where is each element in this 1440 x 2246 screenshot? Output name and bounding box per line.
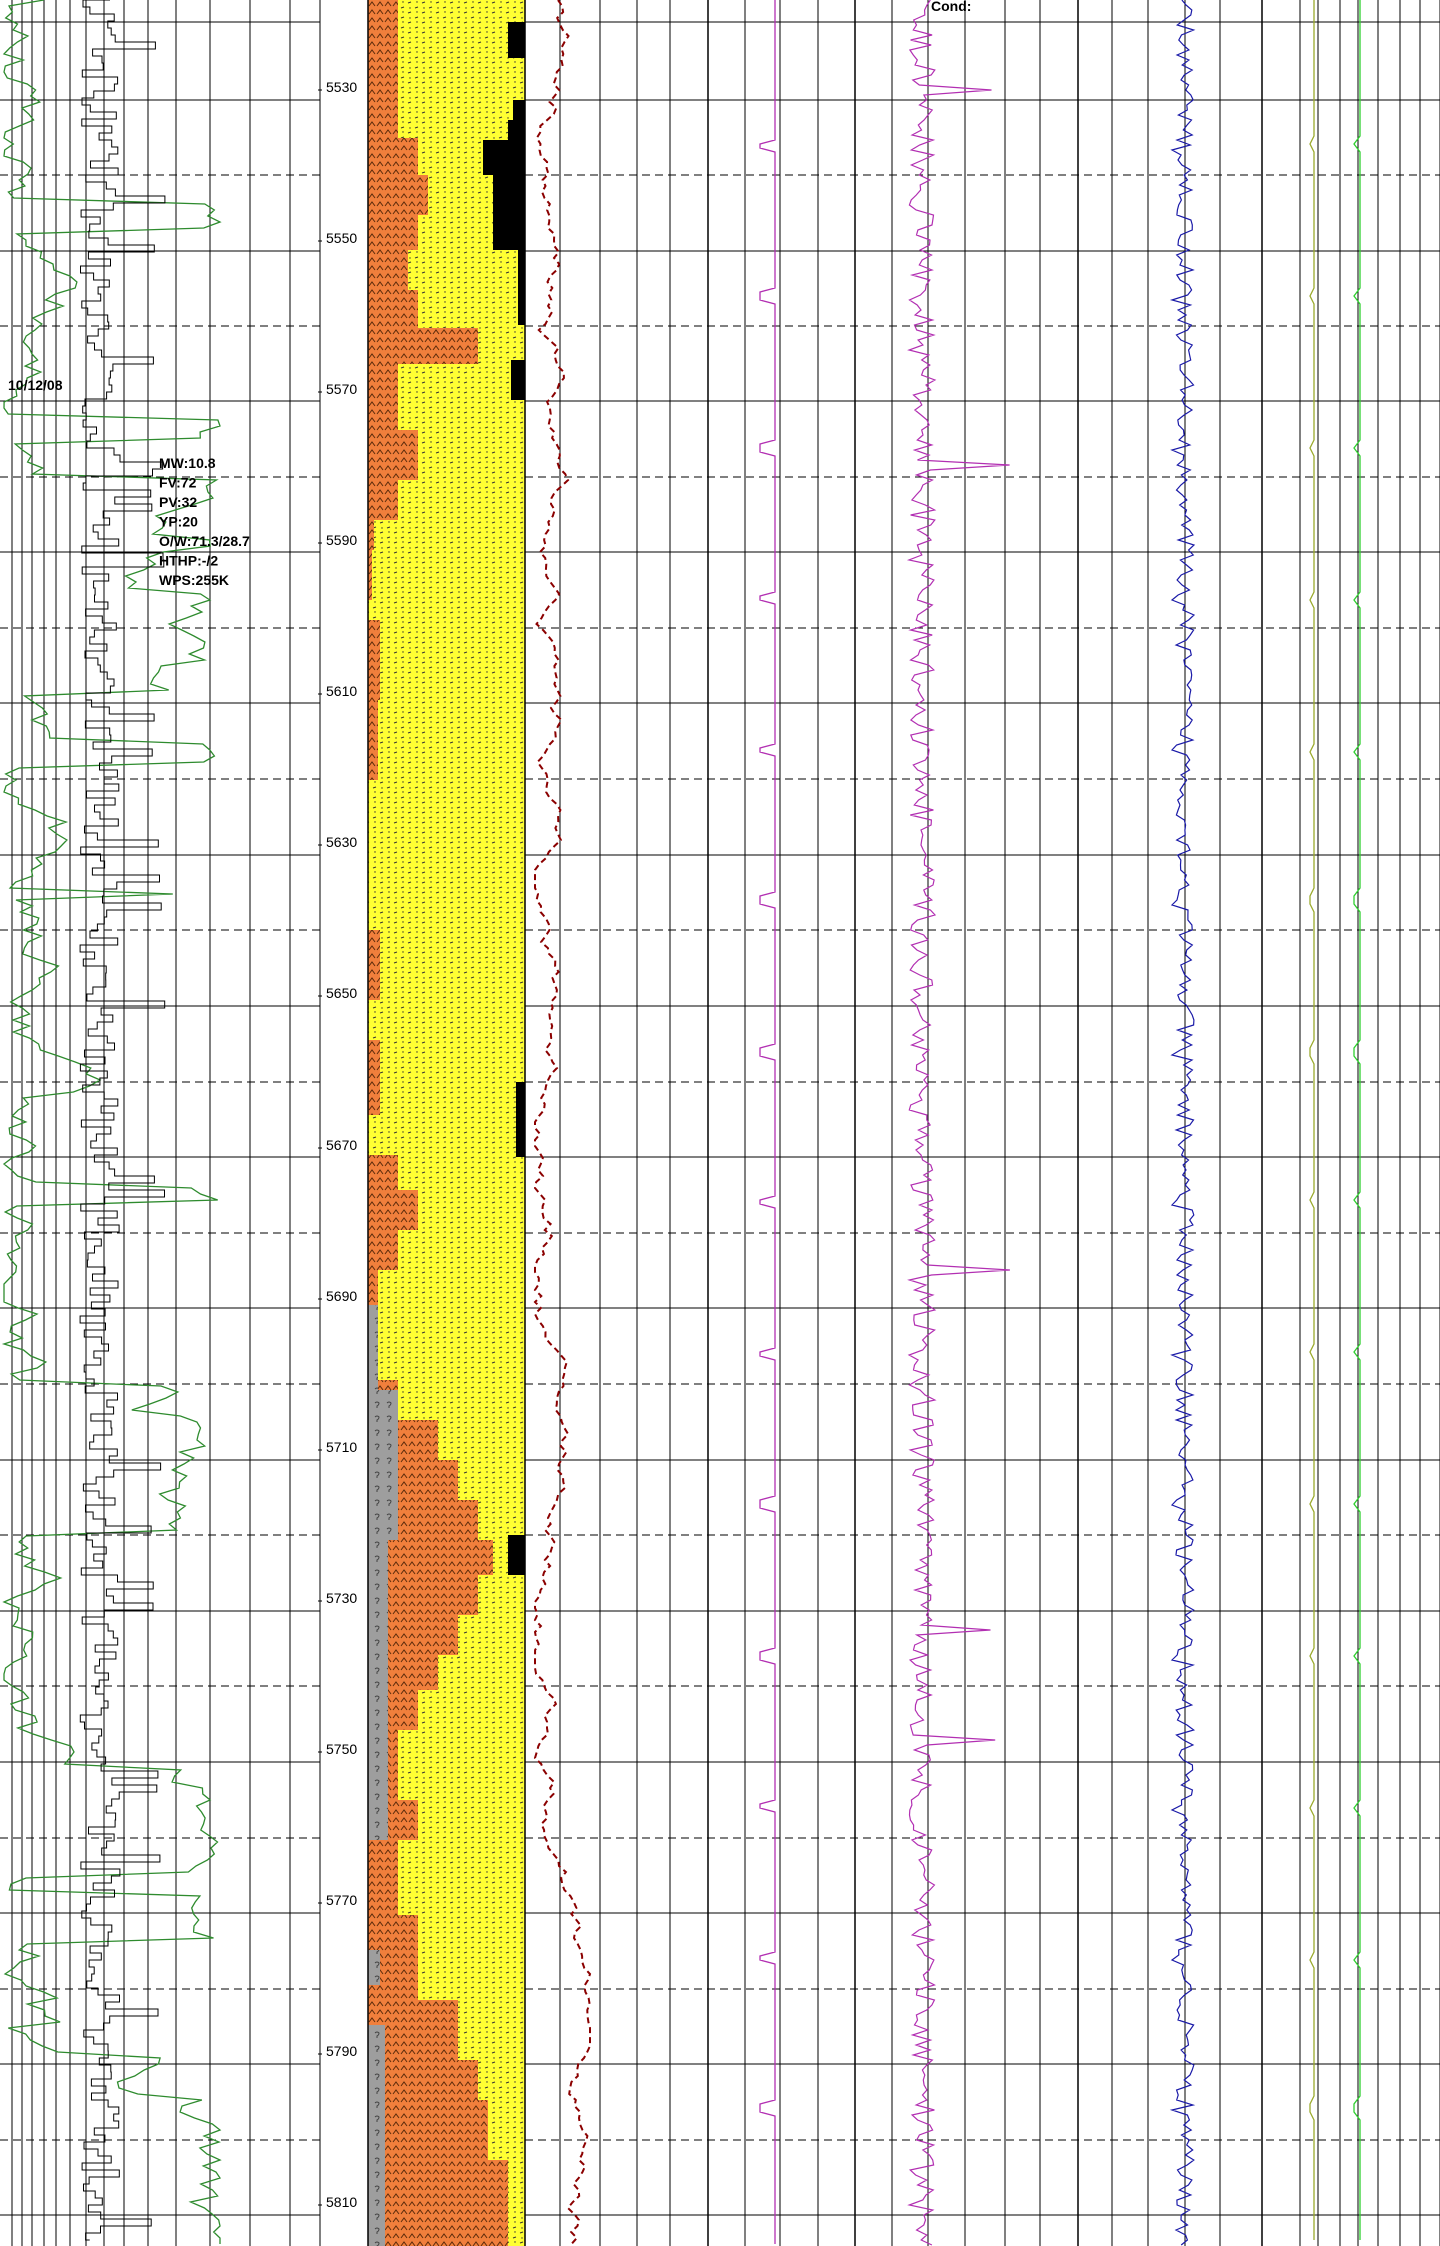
- shale-bed: [368, 930, 380, 1000]
- shale-bed: [368, 250, 408, 290]
- shale-bed: [368, 620, 380, 700]
- shale-bed: [368, 1840, 398, 1915]
- rop-curve: [79, 0, 166, 2241]
- shale-bed: [368, 480, 398, 520]
- coal-bed: [508, 1535, 525, 1575]
- shale-bed: [368, 1155, 398, 1190]
- coal-bed: [513, 140, 525, 175]
- mud-property-label: YP:20: [159, 514, 198, 530]
- shale-bed: [368, 430, 418, 480]
- depth-label: 5750: [326, 1741, 357, 1757]
- date-annotation: 10/12/08: [8, 377, 63, 393]
- shale-bed: [368, 2160, 508, 2246]
- shale-bed: [368, 700, 378, 780]
- lithology-column: [367, 0, 526, 2246]
- depth-label: 5770: [326, 1892, 357, 1908]
- depth-label: 5590: [326, 532, 357, 548]
- shale-bed: [368, 290, 418, 328]
- gamma-ray-curve: [1, 0, 222, 2244]
- coal-bed: [508, 22, 525, 58]
- shale-bed: [368, 400, 398, 430]
- depth-label: 5650: [326, 985, 357, 1001]
- coal-bed: [493, 210, 525, 250]
- mud-properties: MW:10.8 FV:72 PV:32 YP:20 O/W:71.3/28.7 HTHP:…: [159, 455, 250, 588]
- depth-label: 5730: [326, 1590, 357, 1606]
- shale-bed: [368, 550, 372, 600]
- coal-bed: [493, 175, 525, 210]
- depth-label: 5690: [326, 1288, 357, 1304]
- mud-property-label: O/W:71.3/28.7: [159, 533, 250, 549]
- depth-label: 5530: [326, 79, 357, 95]
- siltstone-bed: [368, 1540, 388, 1840]
- siltstone-bed: [368, 1390, 398, 1540]
- shale-bed: [368, 175, 428, 215]
- shale-bed: [368, 1540, 493, 1575]
- shale-bed: [368, 1040, 380, 1115]
- shale-bed: [368, 520, 374, 550]
- log-curves: [1, 0, 1361, 2246]
- mud-property-label: HTHP:-/2: [159, 553, 218, 569]
- magenta-noisy-curve: [906, 0, 1010, 2246]
- depth-label: 5810: [326, 2194, 357, 2210]
- shale-bed: [368, 1230, 398, 1270]
- mud-property-label: WPS:255K: [159, 572, 229, 588]
- shale-bed: [368, 0, 398, 100]
- depth-label: 5790: [326, 2043, 357, 2059]
- shale-bed: [368, 100, 398, 138]
- mud-property-label: PV:32: [159, 494, 197, 510]
- mud-property-label: MW:10.8: [159, 455, 216, 471]
- shale-bed: [368, 1270, 378, 1310]
- coal-bed: [508, 120, 525, 140]
- shale-bed: [368, 328, 478, 364]
- coal-bed: [516, 1082, 525, 1157]
- depth-label: 5570: [326, 381, 357, 397]
- coal-bed: [511, 360, 525, 400]
- depth-label: 5630: [326, 834, 357, 850]
- shale-bed: [368, 2060, 478, 2100]
- siltstone-bed: [368, 1950, 380, 1985]
- depth-label: 5670: [326, 1137, 357, 1153]
- depth-label: 5610: [326, 683, 357, 699]
- mud-property-label: FV:72: [159, 475, 197, 491]
- cond-label: Cond:: [931, 0, 971, 14]
- shale-bed: [368, 138, 418, 175]
- shale-bed: [368, 1190, 418, 1230]
- shale-bed: [368, 2100, 488, 2160]
- shale-bed: [368, 215, 418, 250]
- olive-curve: [1309, 0, 1315, 2240]
- depth-track: 5530 5550 5570 5590 5610 5630 5650 5670 5690 5710…: [318, 79, 357, 2210]
- coal-bed: [518, 250, 525, 325]
- depth-label: 5550: [326, 230, 357, 246]
- magenta-straight-curve: [759, 0, 776, 2244]
- gas-curve: [533, 0, 592, 2245]
- shale-bed: [368, 364, 398, 400]
- siltstone-bed: [368, 2025, 385, 2246]
- depth-label: 5710: [326, 1439, 357, 1455]
- siltstone-bed: [368, 1305, 378, 1390]
- coal-bed: [513, 100, 525, 120]
- blue-curve: [1169, 0, 1196, 2246]
- green-curve: [1353, 0, 1361, 2240]
